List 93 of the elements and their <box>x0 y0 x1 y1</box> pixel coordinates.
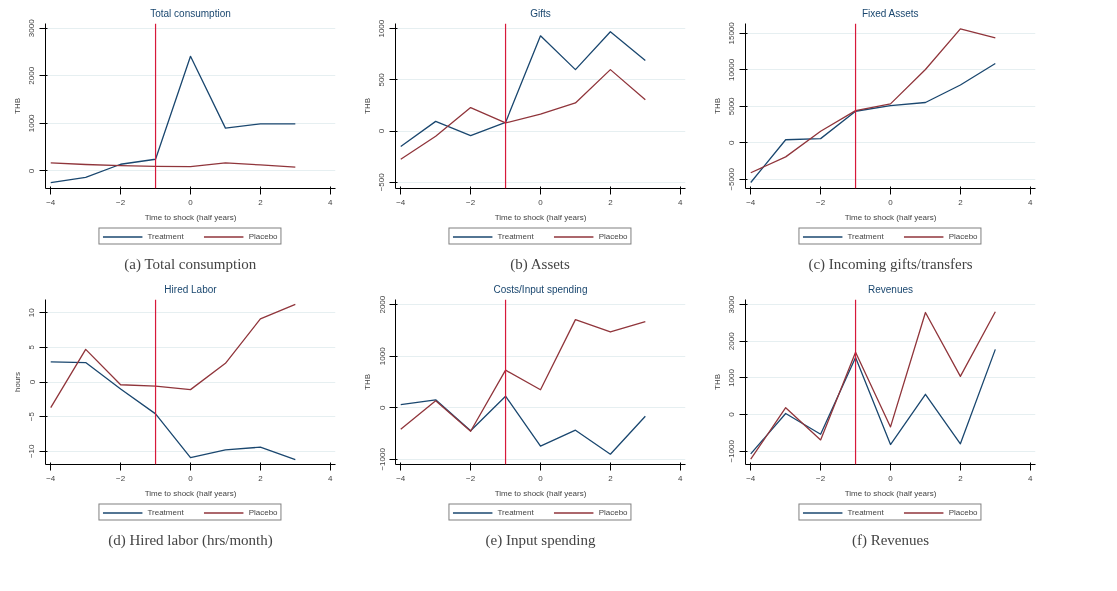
text: (f) Revenues <box>851 531 930 549</box>
y-tick-label: 3000 <box>727 295 737 314</box>
x-axis-title: Time to shock (half years) <box>144 488 237 498</box>
x-tick-label: 0 <box>538 473 544 483</box>
x-tick-label: −2 <box>116 197 126 207</box>
y-tick-label: 2000 <box>727 331 737 351</box>
legend-label: Placebo <box>248 507 278 517</box>
y-tick-label: 10 <box>27 307 37 318</box>
x-tick-label: 0 <box>538 197 544 207</box>
y-tick-label: −5 <box>27 411 37 422</box>
text: (e) Input spending <box>485 531 596 549</box>
y-axis-title: THB <box>712 98 722 114</box>
y-axis-title: THB <box>12 98 22 114</box>
y-tick-label: 2000 <box>377 295 387 314</box>
x-tick-label: 4 <box>328 473 334 483</box>
y-tick-label: 0 <box>27 379 37 385</box>
chart-title: Hired Labor <box>164 283 218 295</box>
y-tick-label: 1000 <box>27 113 37 133</box>
x-tick-label: −4 <box>746 197 756 207</box>
x-axis-title: Time to shock (half years) <box>844 212 937 222</box>
text: (d) Hired labor (hrs/month) <box>108 531 273 549</box>
x-tick-label: 2 <box>608 197 614 207</box>
y-tick-label: 1000 <box>377 19 387 38</box>
x-tick-label: 4 <box>678 197 684 207</box>
y-tick-label: 0 <box>727 140 737 146</box>
legend-label: Placebo <box>948 231 978 241</box>
legend-label: Treatment <box>847 507 884 517</box>
legend-label: Placebo <box>598 507 628 517</box>
y-tick-label: 1000 <box>377 346 387 366</box>
y-tick-label: 0 <box>377 405 387 411</box>
y-tick-label: 500 <box>377 72 387 87</box>
legend-label: Treatment <box>147 231 184 241</box>
chart-title: Fixed Assets <box>861 7 919 19</box>
chart-title: Gifts <box>530 7 551 19</box>
x-tick-label: 0 <box>188 473 194 483</box>
y-tick-label: −1000 <box>377 447 387 471</box>
chart-title: Costs/Input spending <box>493 283 588 295</box>
x-tick-label: −4 <box>746 473 756 483</box>
x-tick-label: 2 <box>958 197 964 207</box>
x-tick-label: −2 <box>466 473 476 483</box>
x-tick-label: 2 <box>608 473 614 483</box>
x-tick-label: −2 <box>816 473 826 483</box>
x-tick-label: 4 <box>1028 473 1034 483</box>
x-axis-title: Time to shock (half years) <box>844 488 937 498</box>
legend-label: Treatment <box>497 231 534 241</box>
y-tick-label: 0 <box>727 411 737 417</box>
y-tick-label: 0 <box>377 128 387 134</box>
x-tick-label: 4 <box>678 473 684 483</box>
legend-label: Placebo <box>248 231 278 241</box>
x-tick-label: −4 <box>46 473 56 483</box>
chart-title: Total consumption <box>150 7 231 19</box>
text: (c) Incoming gifts/transfers <box>808 255 973 273</box>
x-tick-label: −4 <box>46 197 56 207</box>
y-axis-title: hours <box>12 371 22 393</box>
y-tick-label: −1000 <box>727 439 737 463</box>
x-tick-label: 0 <box>888 473 894 483</box>
legend-label: Treatment <box>147 507 184 517</box>
legend-label: Treatment <box>497 507 534 517</box>
y-tick-label: 3000 <box>27 18 37 38</box>
x-tick-label: 2 <box>258 473 264 483</box>
y-axis-title: THB <box>712 374 722 390</box>
x-tick-label: −2 <box>116 473 126 483</box>
x-axis-title: Time to shock (half years) <box>494 488 587 498</box>
legend-label: Placebo <box>948 507 978 517</box>
y-tick-label: 0 <box>27 168 37 174</box>
x-tick-label: 0 <box>188 197 194 207</box>
y-tick-label: −5000 <box>727 167 737 191</box>
x-tick-label: 0 <box>888 197 894 207</box>
y-tick-label: 5 <box>27 344 37 350</box>
x-tick-label: 4 <box>1028 197 1034 207</box>
legend-label: Treatment <box>847 231 884 241</box>
text: (b) Assets <box>510 255 571 273</box>
x-tick-label: 4 <box>328 197 334 207</box>
y-tick-label: 10000 <box>727 58 737 81</box>
x-tick-label: −2 <box>466 197 476 207</box>
x-tick-label: −2 <box>816 197 826 207</box>
x-tick-label: −4 <box>396 197 406 207</box>
text: (a) Total consumption <box>124 255 257 273</box>
y-axis-title: THB <box>362 98 372 114</box>
x-axis-title: Time to shock (half years) <box>144 212 237 222</box>
x-tick-label: −4 <box>396 473 406 483</box>
x-axis-title: Time to shock (half years) <box>494 212 587 222</box>
y-tick-label: 5000 <box>727 96 737 116</box>
x-tick-label: 2 <box>958 473 964 483</box>
y-tick-label: 15000 <box>727 21 737 45</box>
y-tick-label: −500 <box>377 172 387 192</box>
x-tick-label: 2 <box>258 197 264 207</box>
y-tick-label: 2000 <box>27 66 37 85</box>
y-axis-title: THB <box>362 374 372 390</box>
chart-title: Revenues <box>867 283 914 295</box>
y-tick-label: 1000 <box>727 368 737 387</box>
legend-label: Placebo <box>598 231 628 241</box>
y-tick-label: −10 <box>27 443 37 459</box>
